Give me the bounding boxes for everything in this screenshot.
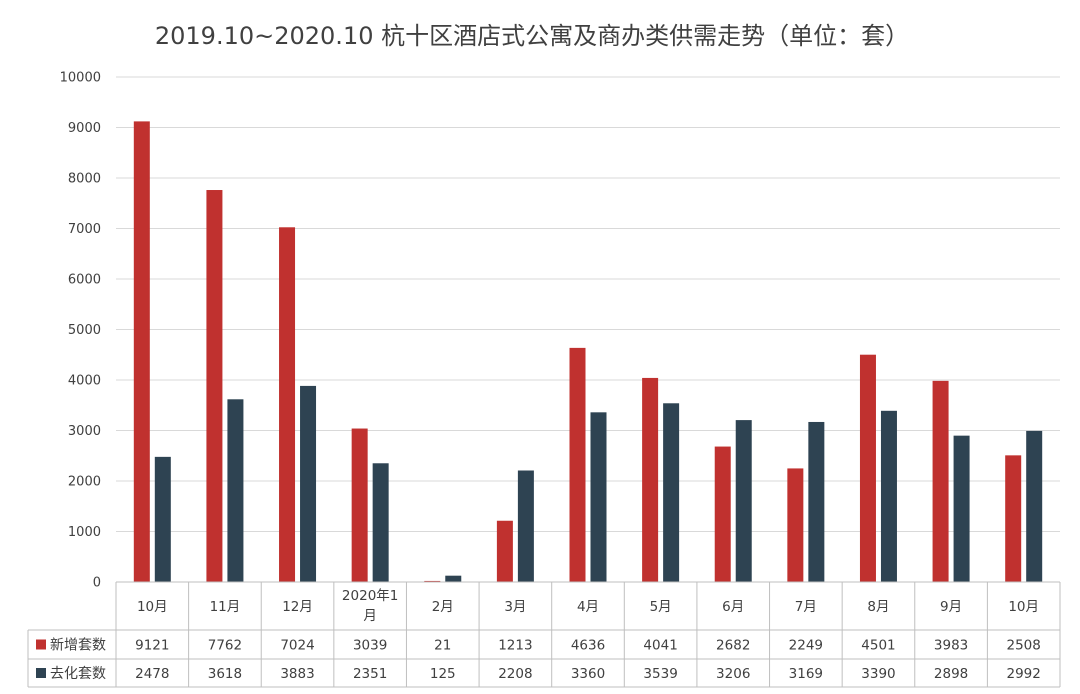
bar-absorbed — [808, 421, 825, 582]
x-tick-label: 2月 — [432, 599, 454, 615]
bar-absorbed — [445, 575, 462, 582]
data-label: 2682 — [716, 638, 750, 654]
x-tick-label: 11月 — [210, 599, 241, 615]
data-label: 2992 — [1007, 666, 1041, 682]
data-label: 2478 — [135, 666, 169, 682]
y-axis: 0 1000 2000 3000 4000 5000 6000 7000 8000 9000 100… — [60, 71, 101, 591]
bar-new-supply — [279, 227, 296, 582]
bar-new-supply — [642, 377, 659, 582]
bar-absorbed — [880, 410, 897, 582]
x-tick-label: 5月 — [650, 599, 672, 615]
bar-absorbed — [154, 456, 171, 582]
bar-absorbed — [1026, 430, 1043, 582]
grid — [116, 76, 1060, 532]
y-tick-label: 5000 — [68, 323, 101, 338]
bar-new-supply — [424, 580, 441, 582]
bar-absorbed — [227, 399, 244, 582]
data-label: 4636 — [571, 638, 605, 654]
bar-new-supply — [351, 428, 368, 582]
bar-new-supply — [496, 520, 513, 582]
x-tick-label: 10月 — [137, 599, 168, 615]
data-label: 3390 — [861, 666, 895, 682]
y-tick-label: 0 — [93, 576, 101, 591]
data-label: 21 — [434, 638, 451, 654]
bar-new-supply — [714, 446, 731, 582]
data-label: 7024 — [280, 638, 314, 654]
bar-absorbed — [590, 412, 607, 582]
data-label: 2508 — [1007, 638, 1041, 654]
legend-label: 新增套数 — [50, 638, 106, 654]
y-tick-label: 2000 — [68, 475, 101, 490]
data-label: 4041 — [643, 638, 677, 654]
bar-new-supply — [569, 347, 586, 582]
data-label: 3360 — [571, 666, 605, 682]
data-label: 125 — [430, 666, 456, 682]
data-label: 3206 — [716, 666, 750, 682]
y-tick-label: 3000 — [68, 424, 101, 439]
y-tick-label: 4000 — [68, 374, 101, 389]
x-tick-label: 4月 — [577, 599, 599, 615]
bar-absorbed — [372, 463, 389, 582]
data-label: 3618 — [208, 666, 242, 682]
bar-new-supply — [206, 190, 223, 583]
bar-new-supply — [859, 354, 876, 582]
plot-area — [133, 121, 1043, 583]
chart-title: 2019.10~2020.10 杭十区酒店式公寓及商办类供需走势（单位：套） — [155, 22, 909, 50]
x-tick-label: 6月 — [722, 599, 744, 615]
data-label: 4501 — [861, 638, 895, 654]
x-tick-label: 3月 — [504, 599, 526, 615]
y-tick-label: 1000 — [68, 525, 101, 540]
x-tick-label: 12月 — [282, 599, 313, 615]
legend-label: 去化套数 — [50, 666, 106, 682]
x-tick-label: 10月 — [1008, 599, 1039, 615]
y-tick-label: 8000 — [68, 172, 101, 187]
x-tick-label: 8月 — [867, 599, 889, 615]
data-label: 7762 — [208, 638, 242, 654]
y-tick-label: 7000 — [68, 222, 101, 237]
y-tick-label: 10000 — [60, 71, 101, 86]
bar-new-supply — [1005, 455, 1022, 582]
legend-swatch — [36, 639, 46, 650]
bar-new-supply — [932, 380, 949, 582]
data-label: 2249 — [789, 638, 823, 654]
data-label: 3039 — [353, 638, 387, 654]
x-tick-label: 9月 — [940, 599, 962, 615]
data-label: 1213 — [498, 638, 532, 654]
bar-absorbed — [953, 435, 970, 582]
bar-new-supply — [133, 121, 150, 583]
bar-absorbed — [735, 420, 752, 582]
data-label: 3983 — [934, 638, 968, 654]
bar-absorbed — [663, 403, 680, 582]
data-label: 2351 — [353, 666, 387, 682]
data-label: 2898 — [934, 666, 968, 682]
y-tick-label: 6000 — [68, 273, 101, 288]
legend-swatch — [36, 668, 46, 678]
bar-absorbed — [300, 385, 317, 582]
data-label: 3883 — [280, 666, 314, 682]
x-tick-label: 7月 — [795, 599, 817, 615]
x-tick-label: 2020年1 月 — [342, 588, 398, 624]
data-label: 9121 — [135, 638, 169, 654]
data-label: 3539 — [643, 666, 677, 682]
y-tick-label: 9000 — [68, 121, 101, 136]
bar-new-supply — [787, 468, 804, 582]
data-label: 3169 — [789, 666, 823, 682]
data-label: 2208 — [498, 666, 532, 682]
bar-absorbed — [517, 470, 534, 582]
